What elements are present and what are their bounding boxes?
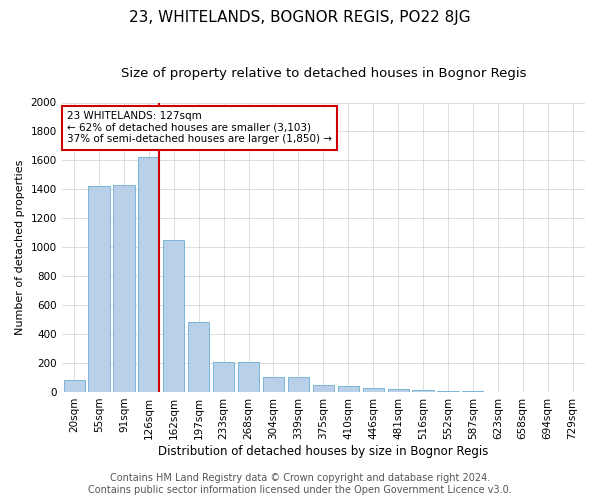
Text: Contains HM Land Registry data © Crown copyright and database right 2024.
Contai: Contains HM Land Registry data © Crown c… bbox=[88, 474, 512, 495]
Bar bbox=[313, 385, 334, 392]
Bar bbox=[338, 386, 359, 392]
Bar bbox=[462, 391, 484, 392]
Y-axis label: Number of detached properties: Number of detached properties bbox=[15, 160, 25, 335]
Bar bbox=[238, 362, 259, 392]
Title: Size of property relative to detached houses in Bognor Regis: Size of property relative to detached ho… bbox=[121, 68, 526, 80]
Bar bbox=[412, 390, 434, 392]
Bar bbox=[163, 240, 184, 392]
Bar bbox=[388, 389, 409, 392]
Bar bbox=[113, 185, 134, 392]
Bar bbox=[213, 362, 234, 392]
Text: 23 WHITELANDS: 127sqm
← 62% of detached houses are smaller (3,103)
37% of semi-d: 23 WHITELANDS: 127sqm ← 62% of detached … bbox=[67, 111, 332, 144]
Bar bbox=[288, 378, 309, 392]
X-axis label: Distribution of detached houses by size in Bognor Regis: Distribution of detached houses by size … bbox=[158, 444, 488, 458]
Text: 23, WHITELANDS, BOGNOR REGIS, PO22 8JG: 23, WHITELANDS, BOGNOR REGIS, PO22 8JG bbox=[129, 10, 471, 25]
Bar bbox=[263, 378, 284, 392]
Bar bbox=[138, 158, 160, 392]
Bar bbox=[188, 322, 209, 392]
Bar bbox=[362, 388, 384, 392]
Bar bbox=[88, 186, 110, 392]
Bar bbox=[64, 380, 85, 392]
Bar bbox=[437, 390, 458, 392]
